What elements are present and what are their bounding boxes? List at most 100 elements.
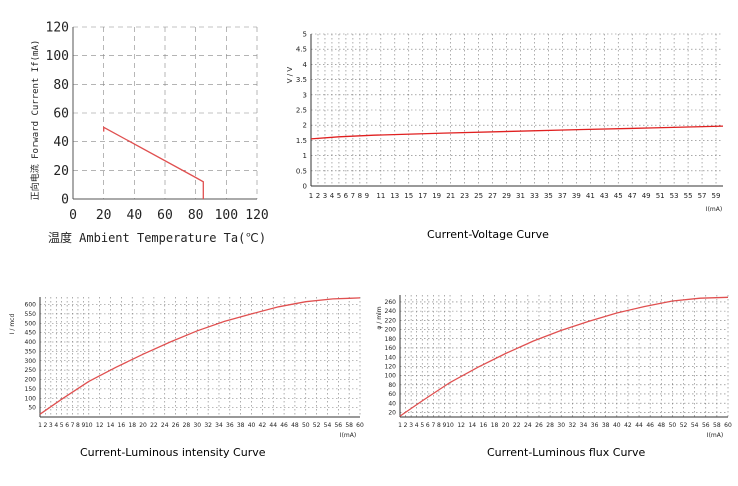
series-line [39,297,361,415]
x-axis-label: 温度 Ambient Temperature Ta(℃) [48,230,266,245]
x-tick-label: 55 [684,192,693,200]
y-tick-label: 500 [25,320,37,327]
y-tick-label: 3.5 [296,76,307,84]
y-tick-label: 150 [25,386,37,393]
x-axis-label: I(mA) [340,432,356,439]
x-tick-label: 14 [468,422,476,429]
x-tick-label: 7 [71,422,75,429]
x-tick-label: 22 [150,422,158,429]
x-tick-label: 45 [614,192,623,200]
x-tick-label: 7 [351,192,355,200]
temperature-derating-chart: 0 20 40 60 80 100 120 0 20 40 60 80 100 120 温度 Ambient… [0,0,280,250]
y-tick-label: 180 [385,336,397,343]
x-tick-label: 1 [309,192,313,200]
x-tick-label: 10 [85,422,93,429]
y-tick-label: 2 [303,122,307,130]
x-tick-label: 25 [474,192,483,200]
x-tick-label: 5 [60,422,64,429]
y-tick-label: 1.5 [296,137,307,145]
x-tick-label: 13 [390,192,399,200]
x-tick-label: 12 [457,422,465,429]
x-tick-label: 34 [580,422,588,429]
x-tick-label: 56 [702,422,710,429]
x-tick-label: 80 [188,208,204,223]
x-tick-label: 7 [431,422,435,429]
x-tick-label: 54 [691,422,699,429]
x-tick-label: 46 [646,422,654,429]
x-tick-label: 38 [602,422,610,429]
x-tick-label: 51 [656,192,665,200]
y-tick-label: 260 [385,299,397,306]
x-tick-label: 48 [657,422,665,429]
y-tick-label: 1 [303,152,307,160]
y-tick-label: 160 [385,345,397,352]
x-tick-label: 9 [365,192,369,200]
x-tick-label: 60 [157,208,173,223]
x-tick-label: 46 [280,422,288,429]
current-luminous-flux-chart: 1 2 3 4 5 6 7 8 9 10 12 14 16 18 20 22 24 26 28 30 32 34 36 38 4… [375,288,738,439]
x-tick-label: 29 [502,192,511,200]
y-tick-label: 300 [25,358,37,365]
x-tick-label: 31 [516,192,525,200]
x-tick-label: 26 [172,422,180,429]
x-tick-label: 40 [248,422,256,429]
x-tick-label: 4 [54,422,58,429]
y-tick-label: 20 [388,409,396,416]
x-tick-label: 22 [513,422,521,429]
x-tick-label: 59 [712,192,721,200]
x-tick-label: 36 [591,422,599,429]
x-tick-label: 12 [96,422,104,429]
current-luminous-intensity-caption: Current-Luminous intensity Curve [80,446,266,459]
x-tick-label: 20 [96,208,112,223]
x-tick-label: 36 [226,422,234,429]
x-tick-label: 44 [269,422,277,429]
x-tick-label: 4 [415,422,419,429]
x-tick-label: 54 [324,422,332,429]
x-tick-label: 9 [81,422,85,429]
x-tick-label: 100 [215,208,238,223]
y-tick-label: 3 [303,91,307,99]
temperature-derating-plot: 0 20 40 60 80 100 120 0 20 40 60 80 100 120 温度 Ambient… [29,21,269,245]
current-luminous-flux-caption: Current-Luminous flux Curve [487,446,646,459]
x-tick-label: 24 [161,422,169,429]
y-axis-label: V / V [286,67,294,84]
y-tick-label: 450 [25,330,37,337]
x-tick-label: 44 [635,422,643,429]
x-tick-label: 32 [569,422,577,429]
x-tick-label: 4 [330,192,335,200]
y-tick-label: 550 [25,311,37,318]
x-tick-label: 39 [572,192,581,200]
x-tick-label: 14 [107,422,115,429]
x-tick-label: 0 [69,208,77,223]
x-tick-label: 5 [337,192,341,200]
y-tick-label: 4 [303,61,308,69]
x-tick-label: 18 [128,422,136,429]
current-luminous-flux-plot: 1 2 3 4 5 6 7 8 9 10 12 14 16 18 20 22 24 26 28 30 32 34 36 38 4… [376,295,732,439]
y-tick-label: 40 [53,135,69,150]
x-tick-label: 28 [183,422,191,429]
current-luminous-intensity-chart: 1 2 3 4 5 6 7 8 9 10 12 14 16 18 20 22 24 26 28 30 32 34 36 38 4… [0,290,372,439]
y-tick-label: 80 [53,78,69,93]
y-tick-label: 80 [388,382,396,389]
y-tick-label: 220 [385,317,397,324]
x-tick-label: 47 [628,192,637,200]
x-tick-label: 50 [302,422,310,429]
x-tick-label: 37 [558,192,567,200]
x-tick-label: 17 [418,192,427,200]
x-tick-label: 23 [460,192,469,200]
x-tick-label: 8 [76,422,80,429]
series-line [103,126,204,199]
x-tick-label: 3 [323,192,327,200]
x-tick-label: 1 [38,422,42,429]
y-tick-label: 140 [385,354,397,361]
x-tick-label: 48 [291,422,299,429]
x-tick-label: 52 [680,422,688,429]
y-tick-label: 250 [25,367,37,374]
x-tick-label: 6 [344,192,349,200]
y-tick-label: 120 [46,21,69,36]
x-tick-label: 32 [204,422,212,429]
x-tick-label: 40 [127,208,143,223]
x-tick-label: 30 [193,422,201,429]
y-tick-label: 100 [25,395,37,402]
y-tick-label: 200 [25,377,37,384]
